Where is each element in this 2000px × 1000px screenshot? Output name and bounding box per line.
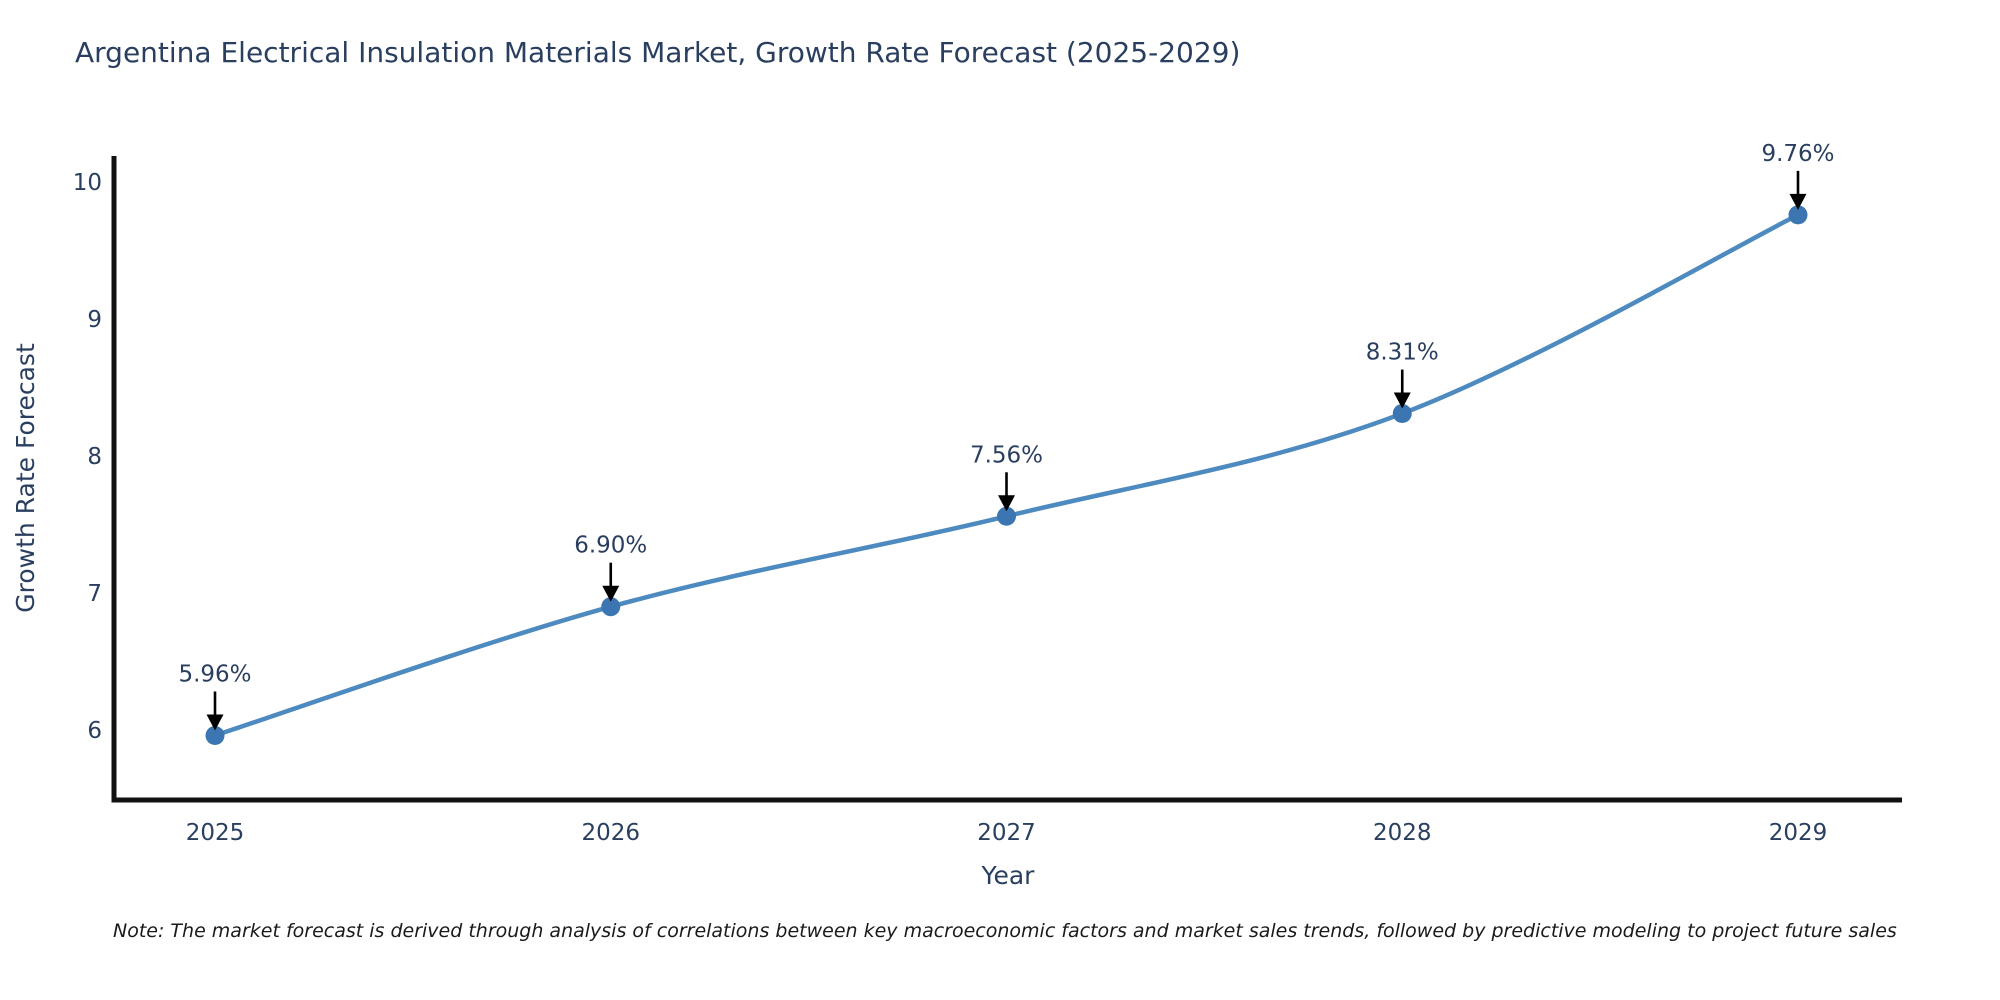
annotation-arrow-head (206, 714, 224, 731)
annotation-arrow-head (1393, 392, 1411, 409)
x-tick-label: 2027 (977, 820, 1036, 846)
data-point-label: 7.56% (970, 442, 1043, 468)
annotation-arrow-head (1789, 193, 1807, 210)
y-tick-label: 9 (87, 307, 102, 333)
data-point-label: 9.76% (1761, 141, 1834, 167)
chart-title: Argentina Electrical Insulation Material… (75, 36, 1241, 69)
data-point-marker (601, 597, 621, 617)
x-tick-label: 2028 (1373, 820, 1432, 846)
chart-footnote: Note: The market forecast is derived thr… (113, 920, 1897, 942)
data-point-marker (1392, 404, 1412, 424)
y-axis-title: Growth Rate Forecast (11, 343, 40, 613)
y-tick-label: 6 (87, 718, 102, 744)
y-tick-label: 10 (73, 170, 102, 196)
x-tick-label: 2029 (1769, 820, 1828, 846)
data-point-marker (997, 506, 1016, 526)
data-point-marker (205, 725, 225, 745)
data-point-marker (1788, 205, 1808, 225)
data-point-label: 8.31% (1366, 340, 1439, 366)
data-point-label: 5.96% (178, 661, 251, 687)
annotation-arrow-head (602, 585, 620, 602)
x-axis-title: Year (981, 861, 1036, 890)
data-point-label: 6.90% (574, 533, 647, 559)
y-tick-label: 8 (87, 444, 102, 470)
annotation-arrow-head (998, 495, 1015, 512)
x-tick-label: 2026 (581, 820, 640, 846)
x-tick-label: 2025 (186, 820, 245, 846)
y-tick-label: 7 (87, 581, 102, 607)
